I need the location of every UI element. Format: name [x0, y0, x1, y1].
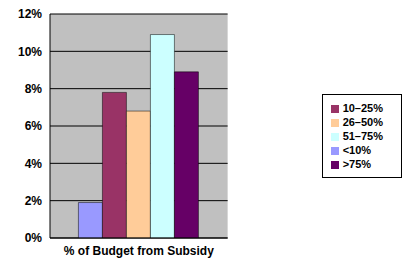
svg-text:6%: 6%: [25, 119, 43, 133]
svg-text:% of Budget from Subsidy: % of Budget from Subsidy: [64, 244, 214, 258]
svg-text:10%: 10%: [18, 45, 42, 59]
html-text:51–75%: 51–75%: [342, 130, 383, 142]
svg-text:4%: 4%: [25, 157, 43, 171]
svg-text:0%: 0%: [25, 231, 43, 245]
html-text:10–25%: 10–25%: [342, 102, 383, 114]
svg-text:8%: 8%: [25, 82, 43, 96]
svg-text:12%: 12%: [18, 7, 42, 21]
html-text:26–50%: 26–50%: [342, 116, 383, 128]
html-text:<10%: <10%: [342, 144, 372, 156]
html-text:>75%: >75%: [342, 158, 372, 170]
svg-text:2%: 2%: [25, 194, 43, 208]
